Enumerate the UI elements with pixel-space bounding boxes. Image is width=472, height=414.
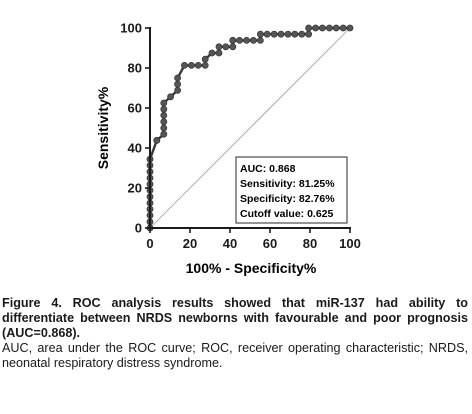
- y-tick-label: 40: [128, 141, 142, 156]
- roc-point: [236, 37, 243, 44]
- roc-point: [270, 30, 278, 38]
- x-tick-label: 100: [339, 236, 361, 251]
- y-axis-label: Sensitivity%: [95, 86, 111, 169]
- roc-point: [208, 49, 216, 57]
- roc-point: [332, 24, 340, 32]
- x-tick-label: 80: [303, 236, 317, 251]
- roc-point: [174, 80, 181, 88]
- roc-point: [339, 24, 347, 32]
- roc-point: [291, 30, 299, 38]
- y-tick-label: 60: [128, 101, 142, 116]
- x-tick-label: 60: [263, 236, 277, 251]
- roc-point: [256, 37, 264, 44]
- annotation-specificity: Specificity: 82.76%: [240, 193, 335, 205]
- roc-point: [318, 24, 326, 32]
- roc-point: [160, 112, 168, 119]
- axes: 0 20 40 60 80 100 0 20 40 60 80 100: [120, 21, 361, 252]
- roc-point: [180, 62, 188, 69]
- roc-point: [160, 105, 168, 113]
- y-tick-label: 20: [128, 181, 142, 196]
- stats-annotation: AUC: 0.868 Sensitivity: 81.25% Specifici…: [235, 156, 348, 224]
- y-tick-label: 100: [120, 21, 142, 36]
- roc-point: [305, 24, 312, 32]
- roc-point: [174, 87, 181, 94]
- roc-point: [325, 24, 333, 32]
- roc-point: [222, 43, 230, 51]
- x-axis-label: 100% - Specificity%: [186, 260, 317, 276]
- roc-point: [201, 62, 209, 69]
- roc-point: [346, 24, 354, 32]
- annotation-auc: AUC: 0.868: [240, 163, 296, 175]
- roc-point: [263, 30, 271, 38]
- x-tick-label: 20: [183, 236, 197, 251]
- figure-caption: Figure 4. ROC analysis results showed th…: [2, 296, 468, 371]
- roc-point: [160, 130, 168, 138]
- roc-point: [167, 93, 174, 101]
- roc-point: [160, 99, 168, 107]
- roc-point: [312, 24, 319, 32]
- roc-point: [249, 37, 257, 44]
- roc-point: [160, 124, 168, 132]
- y-tick-label: 80: [128, 61, 142, 76]
- roc-point: [277, 30, 285, 38]
- annotation-sensitivity: Sensitivity: 81.25%: [240, 178, 335, 190]
- roc-point: [215, 49, 223, 57]
- roc-point: [174, 74, 181, 82]
- roc-point: [194, 62, 202, 69]
- caption-title: Figure 4. ROC analysis results showed th…: [2, 296, 468, 340]
- x-tick-label: 0: [146, 236, 153, 251]
- roc-point: [153, 136, 161, 144]
- roc-point: [284, 30, 292, 38]
- roc-chart: 0 20 40 60 80 100 0 20 40 60 80 100 AUC: 0.868 Sens…: [95, 21, 361, 277]
- reference-line: [149, 27, 351, 229]
- roc-point: [160, 118, 168, 126]
- roc-point: [243, 37, 250, 44]
- roc-point: [229, 37, 237, 44]
- annotation-cutoff: Cutoff value: 0.625: [240, 208, 334, 220]
- roc-point: [305, 30, 312, 38]
- x-tick-label: 40: [223, 236, 237, 251]
- y-tick-label: 0: [135, 221, 142, 236]
- annotation-frame: [235, 156, 348, 224]
- roc-point: [187, 62, 195, 69]
- roc-point: [256, 30, 264, 38]
- roc-point: [215, 43, 223, 51]
- roc-point: [201, 55, 209, 63]
- roc-point: [298, 30, 306, 38]
- caption-note: AUC, area under the ROC curve; ROC, rece…: [2, 341, 468, 370]
- roc-point: [229, 43, 237, 51]
